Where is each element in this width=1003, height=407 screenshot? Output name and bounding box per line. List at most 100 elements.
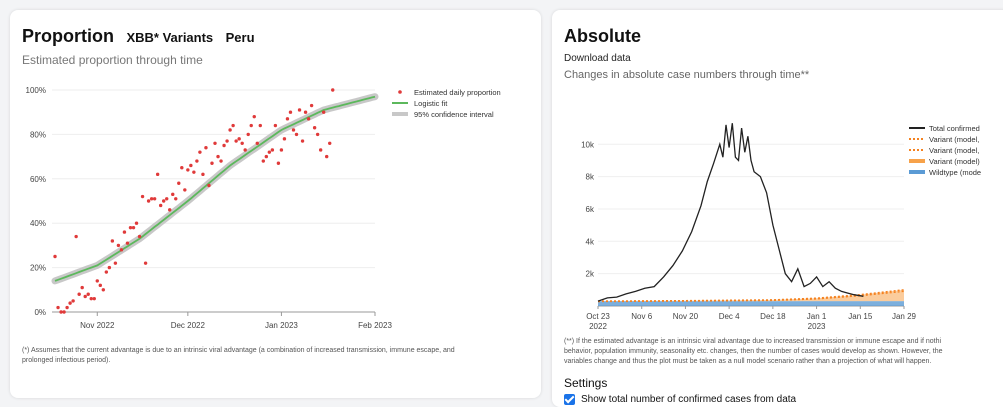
absolute-title-row: Absolute	[564, 26, 641, 47]
daily-proportion-point	[270, 148, 275, 152]
daily-proportion-point	[134, 221, 139, 225]
daily-proportion-point	[216, 154, 220, 159]
daily-proportion-point	[318, 148, 323, 152]
daily-proportion-point	[86, 292, 90, 296]
x-tick-year-label: 2022	[589, 322, 607, 331]
daily-proportion-point	[83, 294, 87, 299]
daily-proportion-point	[77, 292, 81, 296]
x-tick-label: Dec 2022	[171, 321, 206, 330]
daily-proportion-point	[285, 117, 290, 121]
y-tick-label: 80%	[30, 130, 46, 139]
daily-proportion-point	[183, 188, 187, 192]
legend-label: Variant (model,	[929, 135, 979, 144]
show-total-cases-checkbox[interactable]	[564, 394, 575, 405]
settings-title: Settings	[564, 376, 608, 390]
absolute-title: Absolute	[564, 26, 642, 46]
daily-proportion-point	[237, 137, 241, 141]
daily-proportion-point	[267, 150, 272, 154]
daily-proportion-point	[110, 239, 115, 243]
daily-proportion-point	[56, 305, 60, 310]
daily-proportion-point	[325, 154, 329, 159]
daily-proportion-point	[95, 279, 99, 283]
show-total-cases-option[interactable]: Show total number of confirmed cases fro…	[564, 394, 796, 405]
daily-proportion-point	[243, 148, 247, 152]
daily-proportion-point	[222, 143, 226, 148]
daily-proportion-point	[204, 146, 208, 150]
daily-proportion-point	[288, 110, 293, 114]
daily-proportion-point	[74, 234, 78, 239]
daily-proportion-point	[119, 248, 124, 252]
daily-proportion-point	[104, 270, 109, 274]
proportion-title: Proportion	[22, 26, 114, 46]
daily-proportion-point	[198, 150, 202, 154]
daily-proportion-point	[186, 168, 190, 172]
daily-proportion-point	[273, 123, 278, 128]
daily-proportion-point	[137, 234, 142, 239]
proportion-card: Proportion XBB* Variants Peru Estimated …	[10, 10, 541, 398]
absolute-footnote-line-3: variables change and thus the plot must …	[564, 358, 932, 365]
daily-proportion-point	[279, 148, 284, 152]
x-tick-label: Dec 4	[719, 312, 740, 321]
daily-proportion-point	[174, 197, 178, 201]
daily-proportion-point	[65, 305, 69, 310]
daily-proportion-point	[125, 241, 130, 245]
legend-label: Logistic fit	[414, 99, 448, 108]
daily-proportion-point	[155, 172, 160, 177]
legend-label: Variant (model)	[929, 157, 980, 166]
x-tick-label: Feb 2023	[358, 321, 392, 330]
y-tick-label: 0%	[34, 308, 46, 317]
daily-proportion-point	[92, 296, 96, 301]
daily-proportion-point	[158, 203, 163, 208]
country-name: Peru	[225, 30, 255, 45]
x-tick-label: Nov 2022	[80, 321, 115, 330]
proportion-subtitle: Estimated proportion through time	[22, 53, 203, 67]
daily-proportion-point	[161, 199, 166, 203]
daily-proportion-point	[189, 163, 193, 168]
x-tick-year-label: 2023	[808, 322, 826, 331]
y-tick-label: 40%	[30, 219, 46, 228]
x-tick-label: Oct 23	[586, 312, 610, 321]
daily-proportion-point	[62, 310, 66, 314]
legend-label: Wildtype (mode	[929, 168, 981, 177]
daily-proportion-point	[152, 197, 157, 201]
daily-proportion-point	[303, 110, 308, 114]
y-tick-label: 10k	[581, 140, 595, 149]
daily-proportion-point	[249, 123, 253, 128]
daily-proportion-point	[59, 310, 63, 314]
legend-label: 95% confidence interval	[414, 110, 494, 119]
confidence-interval-band	[51, 93, 379, 285]
legend-label: Total confirmed	[929, 124, 980, 133]
absolute-footnote: (**) If the estimated advantage is an in…	[564, 337, 1003, 367]
daily-proportion-point	[258, 123, 262, 128]
daily-proportion-point	[180, 166, 184, 170]
proportion-title-row: Proportion XBB* Variants Peru	[22, 26, 255, 47]
daily-proportion-point	[171, 192, 175, 197]
daily-proportion-point	[306, 117, 311, 121]
daily-proportion-point	[282, 137, 287, 141]
y-tick-label: 6k	[586, 205, 595, 214]
daily-proportion-point	[89, 296, 93, 301]
proportion-chart: 0% 20% 40% 60% 80% 100% Nov 2022 Dec 2022 Jan 20…	[26, 86, 501, 330]
daily-proportion-point	[128, 225, 133, 230]
daily-proportion-point	[140, 194, 145, 199]
daily-proportion-point	[107, 265, 112, 270]
daily-proportion-point	[192, 170, 196, 174]
show-total-cases-label: Show total number of confirmed cases fro…	[581, 394, 797, 405]
daily-proportion-point	[240, 141, 244, 145]
daily-proportion-point	[68, 301, 72, 305]
download-data-link[interactable]: Download data	[564, 53, 631, 64]
daily-proportion-point	[146, 199, 151, 203]
legend-label: Estimated daily proportion	[414, 88, 501, 97]
daily-proportion-point	[321, 110, 326, 114]
daily-proportion-point	[201, 172, 205, 177]
daily-proportion-point	[246, 132, 250, 137]
y-tick-label: 100%	[26, 86, 46, 95]
daily-proportion-point	[143, 261, 148, 265]
daily-proportion-point	[309, 103, 314, 108]
x-tick-label: Jan 29	[892, 312, 917, 321]
legend-label: Variant (model,	[929, 146, 979, 155]
y-tick-label: 60%	[30, 175, 46, 184]
daily-proportion-point	[122, 230, 127, 234]
daily-proportion-point	[210, 161, 214, 165]
daily-proportion-point	[195, 159, 199, 163]
